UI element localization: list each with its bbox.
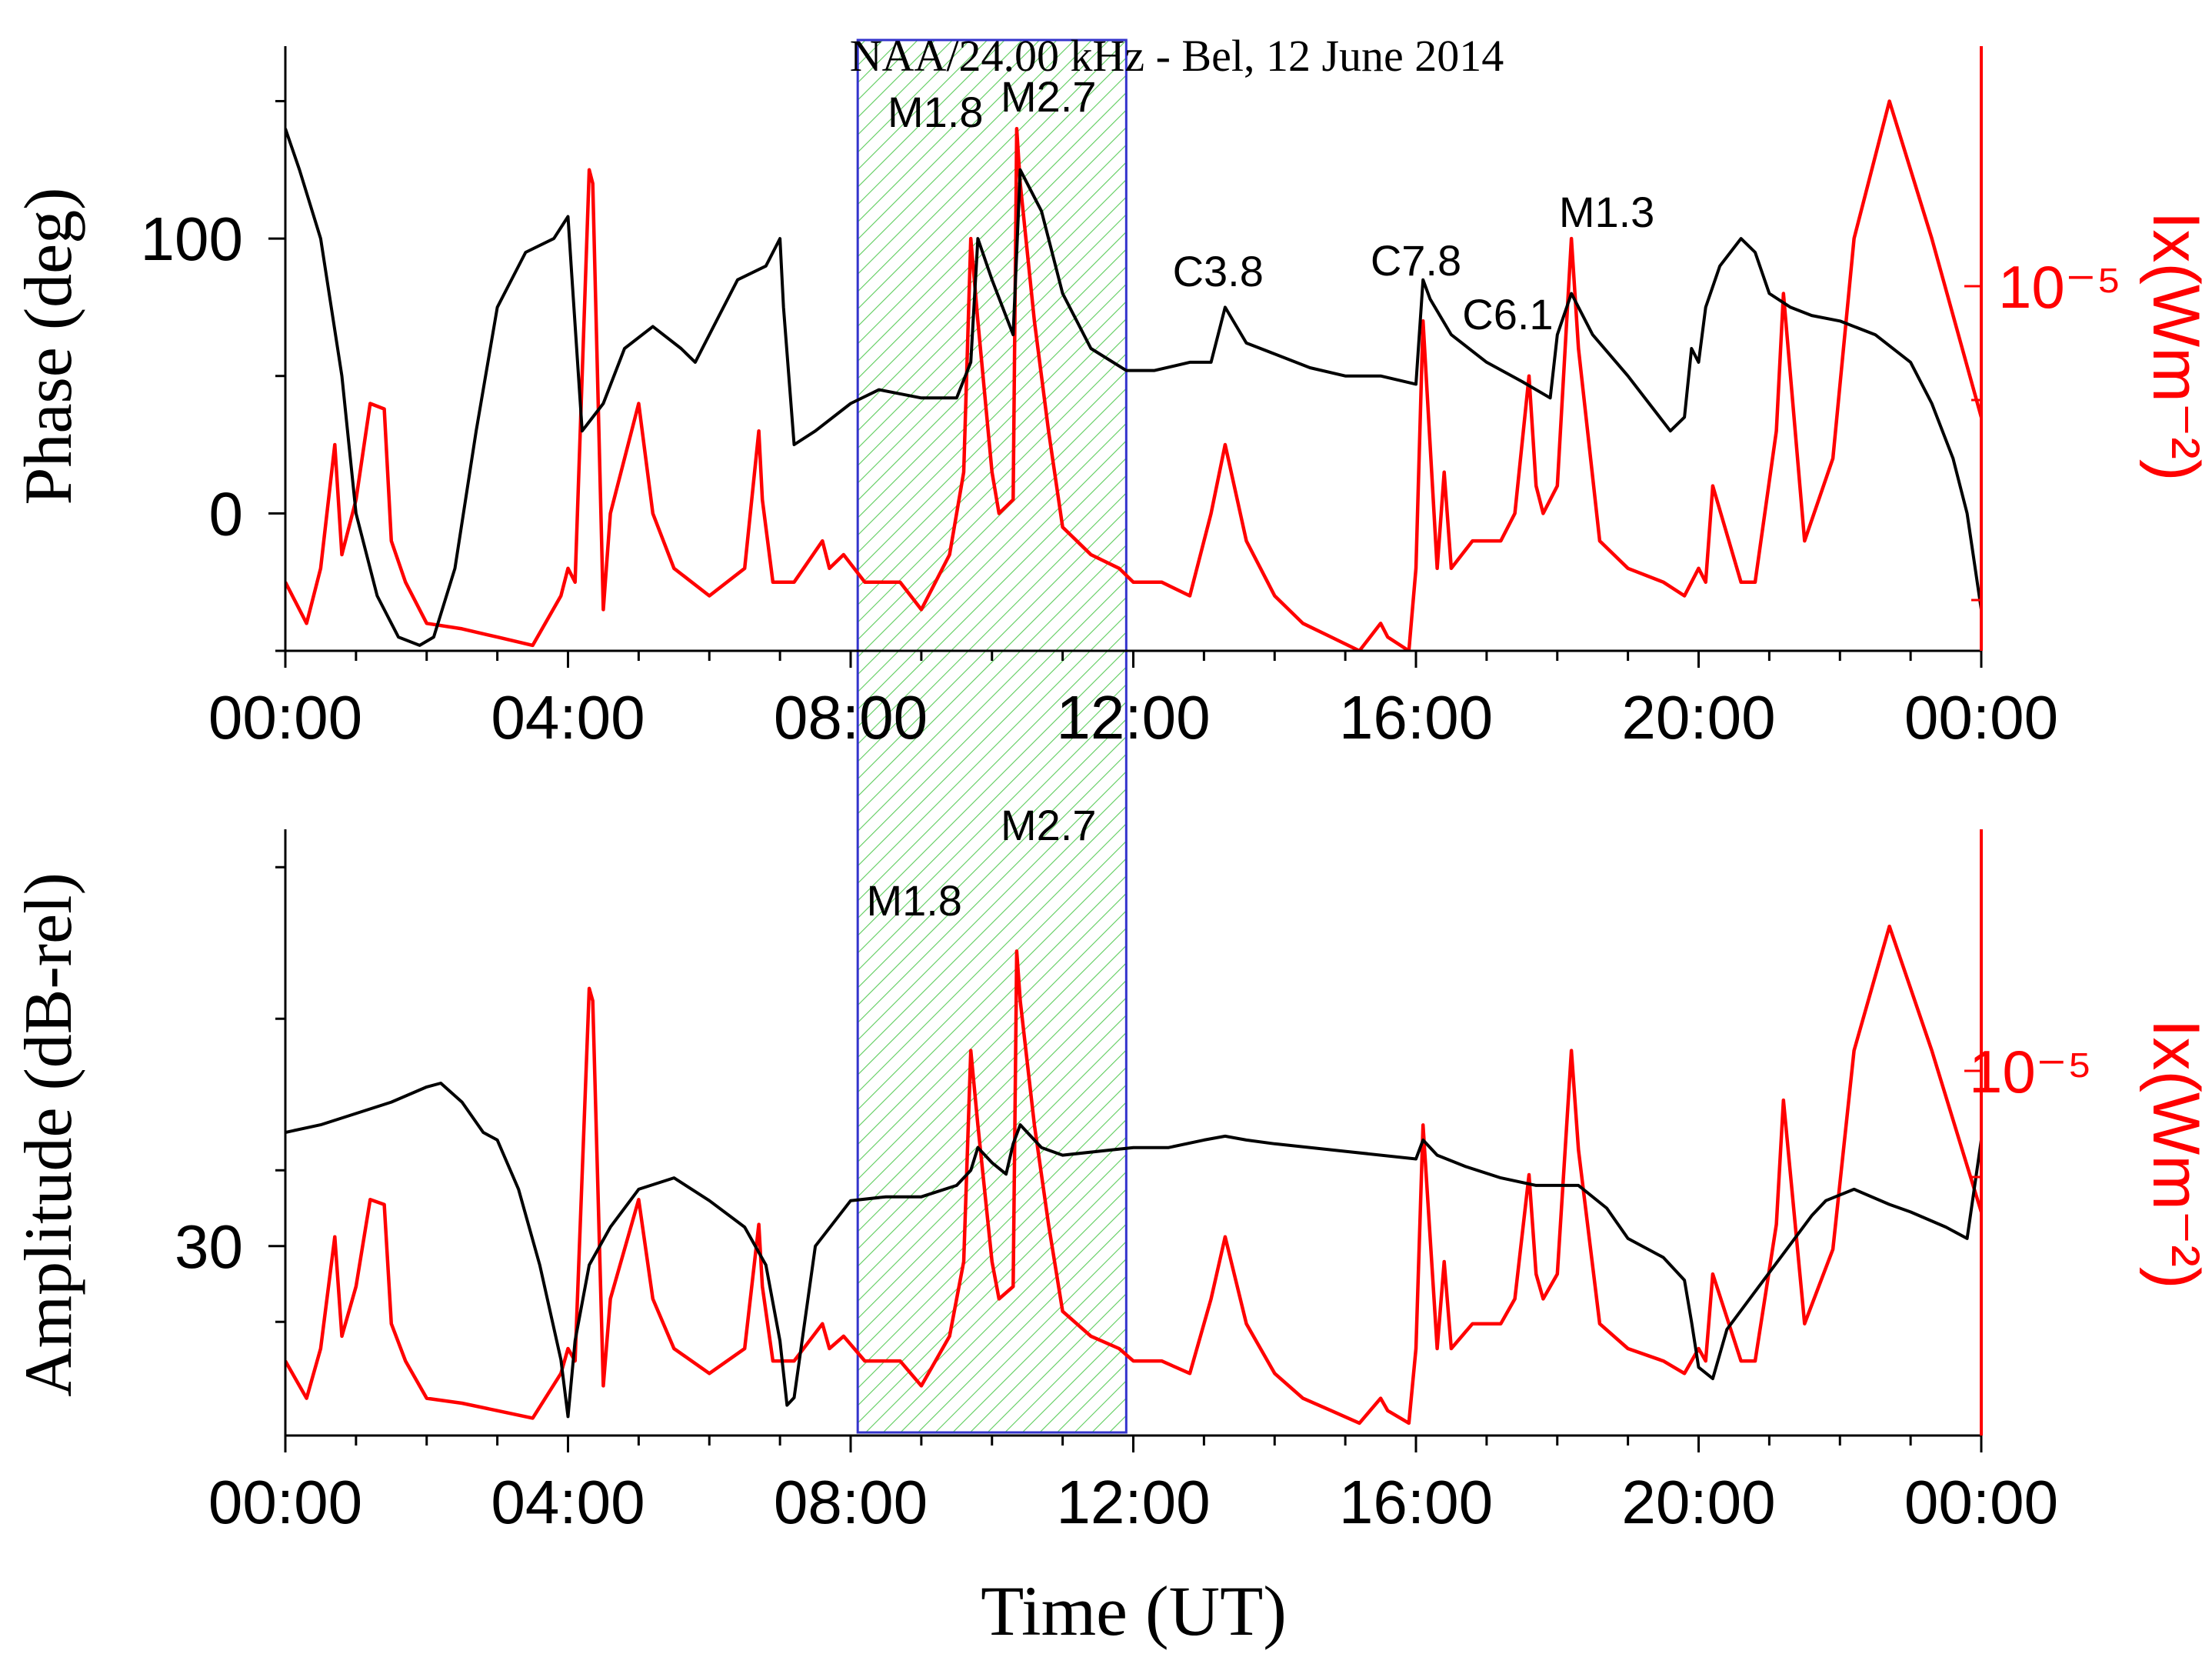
y-tick-label: 100 <box>141 205 243 273</box>
x-tick-label: 16:00 <box>1339 683 1493 752</box>
amplitude-x-ticks <box>284 1436 1983 1452</box>
x-tick-label: 04:00 <box>491 1468 645 1536</box>
amplitude-y-tick-labels: 30 <box>175 1212 243 1281</box>
flare-label: C6.1 <box>1462 290 1553 338</box>
chart-title: NAA/24.00 kHz - Bel, 12 June 2014 <box>850 31 1504 81</box>
amplitude-line <box>285 1082 1981 1419</box>
x-tick-label: 20:00 <box>1621 1468 1775 1536</box>
phase-y2-ticks <box>1964 285 1981 602</box>
phase-x-ticks <box>284 651 1983 668</box>
flare-label: C3.8 <box>1173 247 1264 295</box>
phase-y2-tick-label: 10⁻⁵ <box>1998 253 2121 321</box>
x-tick-label: 20:00 <box>1621 683 1775 752</box>
phase-flare-labels: M1.8 M2.7 C3.8 C7.8C6.1 M1.3 <box>888 72 1654 338</box>
x-tick-label: 08:00 <box>774 683 928 752</box>
amplitude-y-ticks <box>268 865 285 1323</box>
flare-label: M2.7 <box>1001 72 1097 121</box>
phase-panel-xray-line <box>285 99 1981 651</box>
flare-label: M1.8 <box>888 88 984 136</box>
y-tick-label: 0 <box>209 479 244 548</box>
y-tick-label: 30 <box>175 1212 243 1281</box>
x-tick-label: 12:00 <box>1056 683 1210 752</box>
flare-label: M1.3 <box>1559 188 1655 236</box>
amplitude-y2-axis-label: Ix(Wm⁻²) <box>2139 1019 2212 1289</box>
amplitude-x-tick-labels: 00:00 04:00 08:00 12:00 16:00 20:00 00:00 <box>208 1468 2058 1536</box>
x-tick-label: 04:00 <box>491 683 645 752</box>
amplitude-panel-xray-line <box>285 924 1981 1426</box>
x-tick-label: 00:00 <box>1904 1468 2058 1536</box>
flare-label: C7.8 <box>1371 236 1461 285</box>
x-tick-label: 12:00 <box>1056 1468 1210 1536</box>
highlight-interval <box>856 38 1128 1434</box>
x-tick-label: 16:00 <box>1339 1468 1493 1536</box>
amplitude-panel: 00:00 04:00 08:00 12:00 16:00 20:00 00:00 30 M… <box>12 801 2212 1536</box>
flare-label: M1.8 <box>866 876 962 925</box>
phase-y-ticks <box>268 99 285 652</box>
flare-label: M2.7 <box>1001 801 1097 849</box>
x-tick-label: 00:00 <box>208 683 362 752</box>
phase-x-tick-labels: 00:00 04:00 08:00 12:00 16:00 20:00 00:00 <box>208 683 2058 752</box>
phase-y2-axis-label: Ix(Wm⁻²) <box>2139 211 2212 481</box>
phase-y-tick-labels: 0 100 <box>141 205 243 548</box>
phase-panel: 00:00 04:00 08:00 12:00 16:00 20:00 00:00 0 100… <box>12 46 2212 752</box>
amplitude-y2-ticks <box>1964 1069 1981 1179</box>
x-tick-label: 00:00 <box>1904 683 2058 752</box>
x-tick-label: 00:00 <box>208 1468 362 1536</box>
amplitude-flare-labels: M1.8 M2.7 <box>866 801 1096 925</box>
x-axis-label: Time (UT) <box>981 1572 1287 1650</box>
x-tick-label: 08:00 <box>774 1468 928 1536</box>
amplitude-y-axis-label: Amplitude (dB-rel) <box>12 872 86 1397</box>
phase-y-axis-label: Phase (deg) <box>12 188 86 505</box>
phase-line <box>285 128 1981 647</box>
amplitude-y2-tick-label: 10⁻⁵ <box>1969 1038 2092 1105</box>
